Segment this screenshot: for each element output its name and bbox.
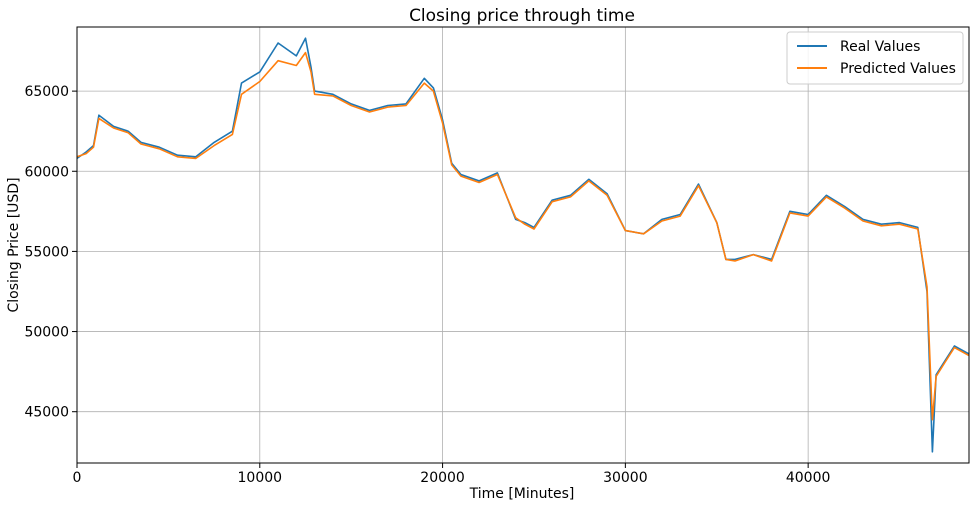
y-tick-label: 55000 <box>24 244 69 260</box>
series-line-predicted <box>76 51 970 421</box>
x-tick-label: 20000 <box>420 470 465 486</box>
y-tick-label: 60000 <box>24 164 69 180</box>
legend-label-predicted: Predicted Values <box>840 61 956 77</box>
legend-label-real: Real Values <box>840 39 920 55</box>
x-tick-label: 0 <box>73 470 82 486</box>
legend: Real Values Predicted Values <box>786 31 964 85</box>
y-tick-label: 45000 <box>24 405 69 421</box>
series-group <box>76 37 970 453</box>
grid <box>77 27 969 463</box>
ticks: 0 10000 20000 30000 40000 45000 50000 55000 6000… <box>24 84 830 486</box>
chart-title: Closing price through time <box>409 6 635 26</box>
y-tick-label: 50000 <box>24 325 69 341</box>
y-tick-label: 65000 <box>24 84 69 100</box>
plot-frame <box>76 26 970 464</box>
x-axis-label: Time [Minutes] <box>469 486 575 502</box>
y-axis-label: Closing Price [USD] <box>6 177 22 312</box>
legend-box <box>786 31 964 85</box>
x-tick-label: 10000 <box>238 470 283 486</box>
x-tick-label: 40000 <box>786 470 831 486</box>
x-tick-label: 30000 <box>603 470 648 486</box>
